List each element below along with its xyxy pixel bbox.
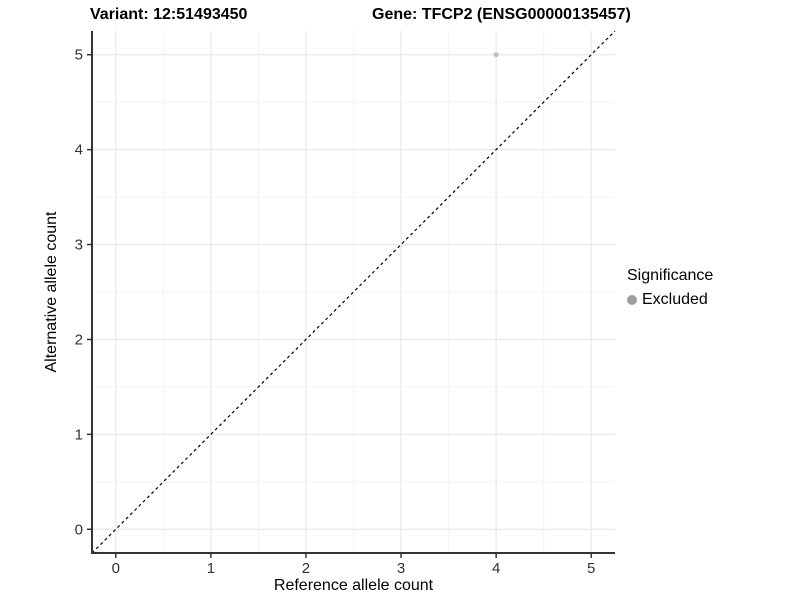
x-tick-label: 0: [112, 560, 120, 577]
x-tick-label: 5: [587, 560, 595, 577]
x-axis-title: Reference allele count: [273, 577, 434, 594]
legend-item-label: Excluded: [642, 291, 708, 308]
y-tick-label: 3: [75, 237, 83, 254]
y-tick-label: 4: [75, 142, 83, 159]
x-tick-label: 1: [207, 560, 215, 577]
legend-item-excluded: Excluded: [627, 291, 713, 309]
y-tick-label: 0: [75, 521, 83, 538]
legend: Significance Excluded: [627, 267, 713, 309]
legend-point-icon: [627, 295, 637, 305]
y-tick-label: 2: [75, 331, 83, 348]
plot-title-variant: Variant: 12:51493450: [90, 6, 248, 23]
x-tick-label: 2: [302, 560, 310, 577]
y-tick-label: 5: [75, 47, 83, 64]
plot-title-gene: Gene: TFCP2 (ENSG00000135457): [372, 6, 631, 23]
x-tick-label: 3: [397, 560, 405, 577]
legend-title: Significance: [627, 267, 714, 284]
x-tick-label: 4: [492, 560, 500, 577]
y-axis-title: Alternative allele count: [43, 211, 60, 373]
data-point: [493, 52, 499, 58]
y-tick-label: 1: [75, 426, 83, 443]
